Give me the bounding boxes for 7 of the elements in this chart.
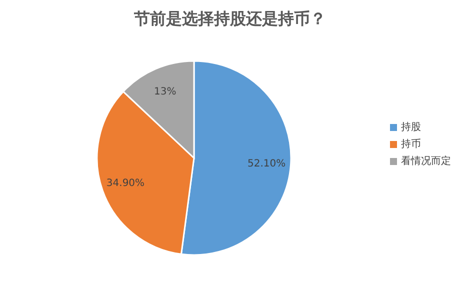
chart-title: 节前是选择持股还是持币？ <box>133 9 326 28</box>
legend-label: 看情况而定 <box>401 155 451 167</box>
data-label: 34.90% <box>106 178 145 189</box>
legend-label: 持币 <box>401 138 421 150</box>
data-label: 52.10% <box>248 158 286 170</box>
legend-label: 持股 <box>401 121 421 133</box>
data-label: 13% <box>154 86 176 98</box>
